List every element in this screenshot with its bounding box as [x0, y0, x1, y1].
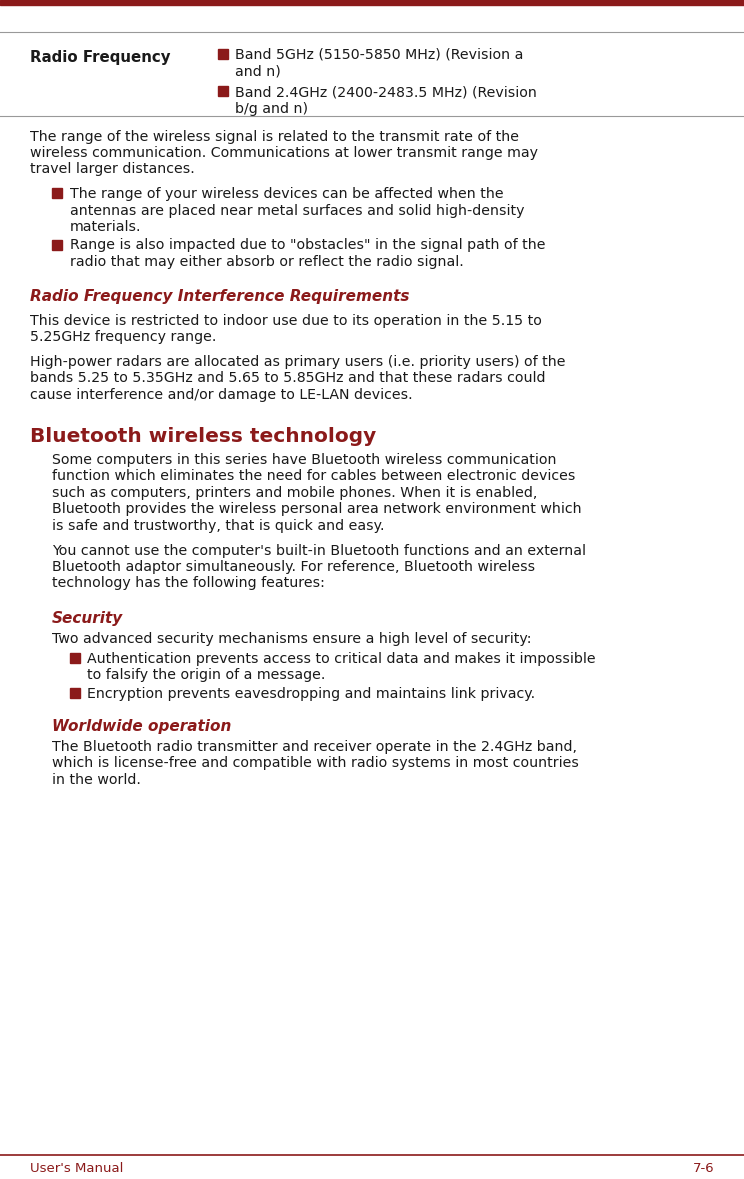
Text: Some computers in this series have Bluetooth wireless communication: Some computers in this series have Bluet… [52, 453, 557, 467]
Text: which is license-free and compatible with radio systems in most countries: which is license-free and compatible wit… [52, 757, 579, 771]
Text: to falsify the origin of a message.: to falsify the origin of a message. [87, 668, 325, 683]
Text: cause interference and/or damage to LE-LAN devices.: cause interference and/or damage to LE-L… [30, 388, 413, 402]
Text: such as computers, printers and mobile phones. When it is enabled,: such as computers, printers and mobile p… [52, 486, 537, 500]
Text: Bluetooth provides the wireless personal area network environment which: Bluetooth provides the wireless personal… [52, 502, 582, 516]
Text: in the world.: in the world. [52, 773, 141, 788]
Text: is safe and trustworthy, that is quick and easy.: is safe and trustworthy, that is quick a… [52, 519, 385, 533]
Text: technology has the following features:: technology has the following features: [52, 577, 325, 591]
Text: Encryption prevents eavesdropping and maintains link privacy.: Encryption prevents eavesdropping and ma… [87, 687, 535, 702]
Text: antennas are placed near metal surfaces and solid high-density: antennas are placed near metal surfaces … [70, 204, 525, 217]
Bar [52, 239, 62, 250]
Text: Security: Security [52, 611, 124, 626]
Text: Authentication prevents access to critical data and makes it impossible: Authentication prevents access to critic… [87, 652, 596, 666]
Text: 7-6: 7-6 [693, 1161, 714, 1174]
Text: Band 5GHz (5150-5850 MHz) (Revision a: Band 5GHz (5150-5850 MHz) (Revision a [235, 48, 523, 62]
Text: Bluetooth adaptor simultaneously. For reference, Bluetooth wireless: Bluetooth adaptor simultaneously. For re… [52, 560, 535, 574]
Text: Range is also impacted due to "obstacles" in the signal path of the: Range is also impacted due to "obstacles… [70, 238, 545, 252]
Text: 5.25GHz frequency range.: 5.25GHz frequency range. [30, 330, 217, 344]
Text: Band 2.4GHz (2400-2483.5 MHz) (Revision: Band 2.4GHz (2400-2483.5 MHz) (Revision [235, 85, 537, 99]
Text: Bluetooth wireless technology: Bluetooth wireless technology [30, 427, 376, 446]
Text: materials.: materials. [70, 220, 141, 233]
Text: radio that may either absorb or reflect the radio signal.: radio that may either absorb or reflect … [70, 255, 464, 269]
Text: Two advanced security mechanisms ensure a high level of security:: Two advanced security mechanisms ensure … [52, 632, 531, 645]
Bar [52, 187, 62, 198]
Text: High-power radars are allocated as primary users (i.e. priority users) of the: High-power radars are allocated as prima… [30, 355, 565, 369]
Text: User's Manual: User's Manual [30, 1161, 124, 1174]
Text: function which eliminates the need for cables between electronic devices: function which eliminates the need for c… [52, 469, 575, 483]
Text: The range of the wireless signal is related to the transmit rate of the: The range of the wireless signal is rela… [30, 130, 519, 144]
Bar [70, 689, 80, 698]
Text: bands 5.25 to 5.35GHz and 5.65 to 5.85GHz and that these radars could: bands 5.25 to 5.35GHz and 5.65 to 5.85GH… [30, 371, 545, 386]
Bar [218, 50, 228, 59]
Text: Worldwide operation: Worldwide operation [52, 719, 231, 735]
Text: The Bluetooth radio transmitter and receiver operate in the 2.4GHz band,: The Bluetooth radio transmitter and rece… [52, 740, 577, 755]
Text: b/g and n): b/g and n) [235, 101, 308, 116]
Text: The range of your wireless devices can be affected when the: The range of your wireless devices can b… [70, 187, 504, 200]
Text: This device is restricted to indoor use due to its operation in the 5.15 to: This device is restricted to indoor use … [30, 314, 542, 328]
Bar [218, 86, 228, 95]
Text: Radio Frequency: Radio Frequency [30, 50, 170, 65]
Bar [70, 653, 80, 663]
Bar [0, 0, 744, 5]
Text: You cannot use the computer's built-in Bluetooth functions and an external: You cannot use the computer's built-in B… [52, 544, 586, 558]
Text: Radio Frequency Interference Requirements: Radio Frequency Interference Requirement… [30, 290, 409, 304]
Text: and n): and n) [235, 65, 280, 79]
Text: travel larger distances.: travel larger distances. [30, 163, 195, 177]
Text: wireless communication. Communications at lower transmit range may: wireless communication. Communications a… [30, 146, 538, 160]
